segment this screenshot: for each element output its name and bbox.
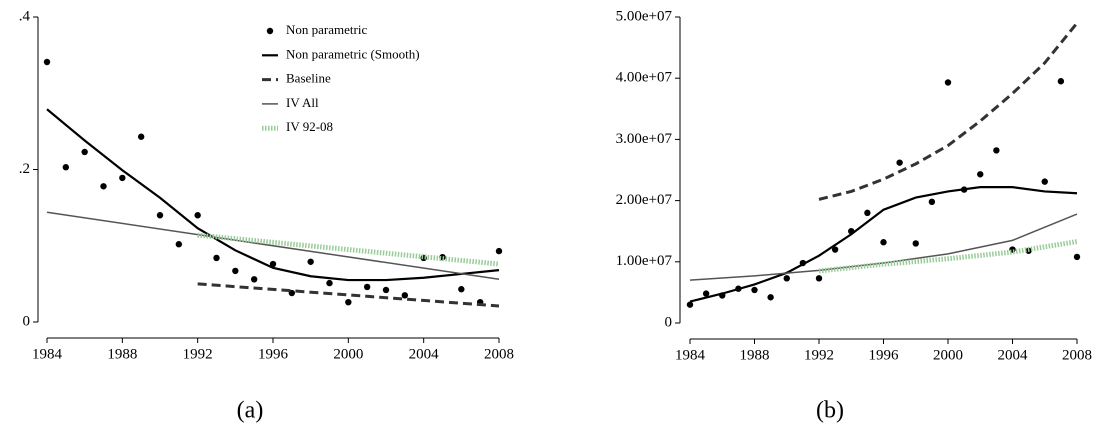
caption: (b) [816,398,844,424]
data-point [880,239,887,246]
series-line [689,213,1078,281]
x-tick-label: 1988 [107,346,137,362]
x-tick-label: 1996 [258,346,289,362]
data-point [1073,253,1081,261]
data-point [62,164,70,171]
data-point [815,275,823,282]
data-point [944,79,952,86]
data-point [232,267,239,275]
data-point [495,247,503,255]
data-point [100,183,107,190]
data-point [401,292,409,299]
series-line [46,108,500,282]
x-tick-label: 1992 [183,346,213,362]
data-point [912,240,919,247]
x-tick-label: 2000 [933,347,963,363]
x-tick-label: 2004 [409,346,440,362]
data-point [1041,178,1048,185]
data-point [119,174,126,182]
y-tick-label: .4 [19,8,31,24]
y-tick-label: 0 [23,313,31,329]
x-tick-label: 1984 [675,347,706,363]
data-point [345,298,352,306]
series-line [818,239,1078,274]
data-point [458,286,465,293]
x-tick-label: 2000 [333,346,363,362]
y-tick-label: 2.00e+07 [616,192,673,208]
x-tick-label: 1988 [740,347,770,363]
x-tick-label: 2004 [998,347,1029,363]
data-point [928,198,936,206]
x-tick-label: 1984 [32,346,63,362]
data-point [831,246,839,253]
data-point [81,148,88,156]
data-point [213,254,220,262]
data-point [175,241,183,248]
caption: (a) [237,398,264,424]
data-point [767,294,774,301]
data-point [307,258,314,265]
legend-label: Non parametric (Smooth) [286,46,420,61]
legend-label: IV All [286,95,319,110]
data-point [686,301,694,308]
y-tick-label: 0 [665,314,673,330]
data-point [382,286,390,294]
series-line [689,186,1078,303]
series-line [197,232,500,267]
series-line [46,211,500,281]
data-point [156,212,164,219]
x-tick-label: 2008 [1062,347,1092,363]
legend-label: Baseline [286,71,331,86]
y-tick-label: 4.00e+07 [616,70,673,86]
series-line [818,22,1079,201]
y-tick-label: 5.00e+07 [616,8,673,24]
data-point [864,209,871,217]
data-point [702,290,710,297]
legend-label: Non parametric [286,22,367,37]
data-point [326,279,333,287]
data-point [137,133,145,140]
data-point [43,58,51,66]
data-point [751,286,758,294]
data-point [783,275,790,282]
data-point [194,212,201,219]
y-tick-label: 3.00e+07 [616,131,673,147]
y-tick-label: 1.00e+07 [616,253,673,269]
data-point [1057,78,1065,85]
y-tick-label: .2 [19,161,30,177]
data-point [250,276,258,283]
x-tick-label: 2008 [484,346,514,362]
legend-marker [266,27,274,35]
data-point [363,283,371,291]
data-point [993,147,1000,154]
data-point [269,260,277,268]
x-tick-label: 1992 [804,347,834,363]
x-tick-label: 1996 [869,347,900,363]
data-point [896,159,903,166]
series-line [197,282,500,308]
data-point [977,171,984,178]
legend-label: IV 92-08 [286,119,333,134]
